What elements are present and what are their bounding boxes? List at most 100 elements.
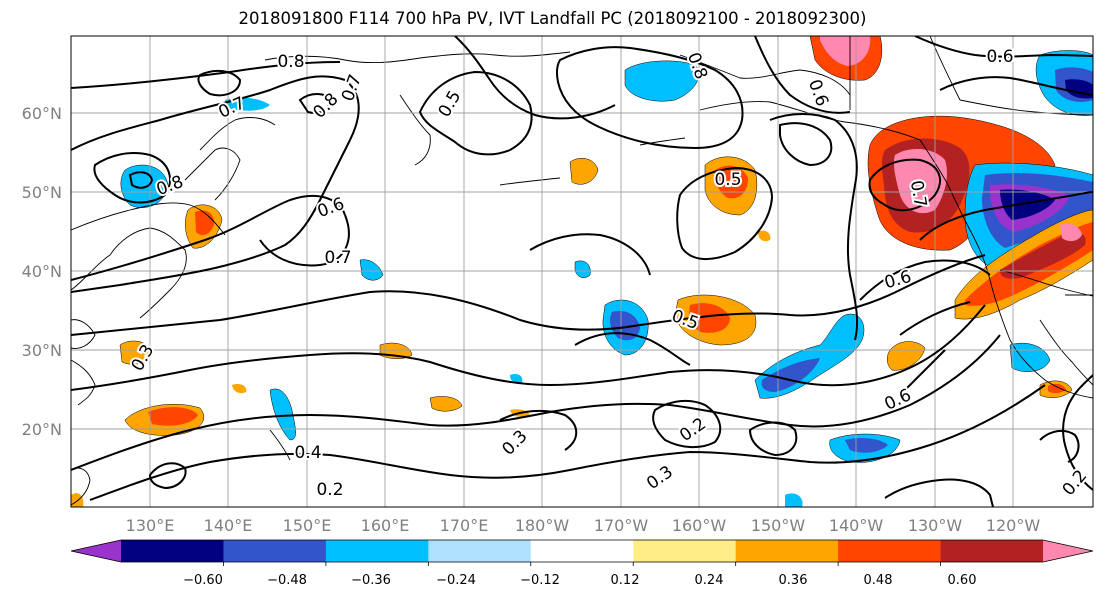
shade-region <box>148 407 198 426</box>
contour-line <box>779 122 833 167</box>
coastline <box>499 177 561 186</box>
colorbar-extend-min <box>71 540 121 562</box>
lon-label: 150°E <box>283 516 332 535</box>
colorbar <box>70 539 1094 566</box>
colorbar-outline <box>70 539 1094 563</box>
contour-line <box>71 139 351 293</box>
contour-line <box>71 195 346 281</box>
colorbar-tick-label: 0.48 <box>864 573 893 588</box>
shade-region <box>359 259 384 281</box>
shade-region <box>1048 383 1066 394</box>
coastline <box>989 279 1093 399</box>
coastline <box>679 54 851 96</box>
graticule <box>71 36 1093 507</box>
shade-region <box>1060 223 1082 242</box>
contour-line <box>197 69 242 97</box>
contour-label: 0.6 <box>986 47 1013 67</box>
colorbar-ticks: −0.60 −0.48 −0.36 −0.24 −0.12 0.12 0.24 … <box>183 573 976 588</box>
shade-region <box>624 60 700 102</box>
colorbar-tick-label: 0.36 <box>779 573 808 588</box>
contour-line <box>884 478 994 507</box>
colorbar-tick-label: −0.12 <box>520 573 560 588</box>
lon-label: 180°W <box>515 516 570 535</box>
shade-region <box>887 341 926 371</box>
contour-line <box>418 70 533 156</box>
colorbar-tick-label: 0.60 <box>948 573 977 588</box>
coastline <box>71 359 96 406</box>
coastline <box>199 117 276 151</box>
colorbar-swatch <box>940 540 1044 562</box>
lon-label: 170°E <box>440 516 489 535</box>
shade-region <box>269 388 296 441</box>
contour-line <box>71 304 986 391</box>
contour-line <box>529 233 651 276</box>
colorbar-extend-max <box>1043 540 1093 562</box>
contour-line <box>1039 429 1080 463</box>
lat-label: 20°N <box>22 420 62 439</box>
contour-line <box>259 214 350 267</box>
contour-line <box>748 421 798 457</box>
contour-line <box>899 301 971 336</box>
contour-label: 0.5 <box>714 170 741 190</box>
lon-label: 150°W <box>751 516 806 535</box>
contour-line <box>574 332 691 366</box>
shade-region <box>429 396 463 412</box>
map-frame <box>70 35 1094 508</box>
shade-region <box>569 158 599 185</box>
lon-label: 120°W <box>986 516 1041 535</box>
longitude-labels: 130°E 140°E 150°E 160°E 170°E 180°W 170°… <box>126 516 1041 535</box>
contour-line <box>148 462 187 490</box>
contour-line <box>1062 374 1093 491</box>
colorbar-tick-label: −0.24 <box>436 573 476 588</box>
contour-line <box>939 76 1093 96</box>
shade-region <box>225 97 270 111</box>
contour-line <box>71 254 986 336</box>
contour-label: 0.2 <box>316 480 343 500</box>
shade-region <box>761 358 820 392</box>
shade-region <box>1000 231 1086 279</box>
coastline <box>959 99 1093 116</box>
contour-line <box>914 36 1093 58</box>
contour-line <box>769 113 859 341</box>
colorbar-swatch <box>223 540 327 562</box>
colorbar-swatch <box>428 540 532 562</box>
shade-region <box>1000 189 1055 220</box>
colorbar-swatch <box>121 540 224 562</box>
latitude-labels: 60°N 50°N 40°N 30°N 20°N <box>22 104 62 439</box>
colorbar-tick-label: 0.24 <box>695 573 724 588</box>
colorbar-swatch <box>838 540 942 562</box>
lon-label: 130°W <box>908 516 963 535</box>
contour-line <box>298 93 332 114</box>
contour-line <box>128 171 154 189</box>
coastline <box>399 94 431 166</box>
coastline <box>184 147 241 201</box>
shade-region <box>758 230 771 242</box>
colorbar-swatch <box>735 540 839 562</box>
contour-line <box>93 152 171 204</box>
colorbar-tick-label: −0.36 <box>351 573 391 588</box>
lon-label: 130°E <box>126 516 175 535</box>
contour-line <box>676 166 774 260</box>
colorbar-tick-label: −0.60 <box>183 573 223 588</box>
shade-region <box>820 36 871 66</box>
lon-label: 160°E <box>361 516 410 535</box>
colorbar-swatch <box>633 540 737 562</box>
colorbar-swatch <box>530 540 634 562</box>
plot-title: 2018091800 F114 700 hPa PV, IVT Landfall… <box>238 9 867 28</box>
contour-line <box>868 158 941 212</box>
coastlines <box>71 36 1093 506</box>
contour-label: 0.7 <box>324 248 351 268</box>
contour-line <box>899 349 946 396</box>
contour-line <box>859 259 991 301</box>
contour-line <box>754 36 851 114</box>
coastline <box>264 51 571 64</box>
coastline <box>71 319 96 349</box>
shade-region <box>714 165 748 199</box>
contour-line <box>71 75 360 151</box>
shade-region <box>119 340 153 365</box>
contour-line <box>555 46 744 150</box>
coastline <box>71 227 187 319</box>
contour-line <box>89 384 1046 501</box>
shade-region <box>689 303 730 333</box>
